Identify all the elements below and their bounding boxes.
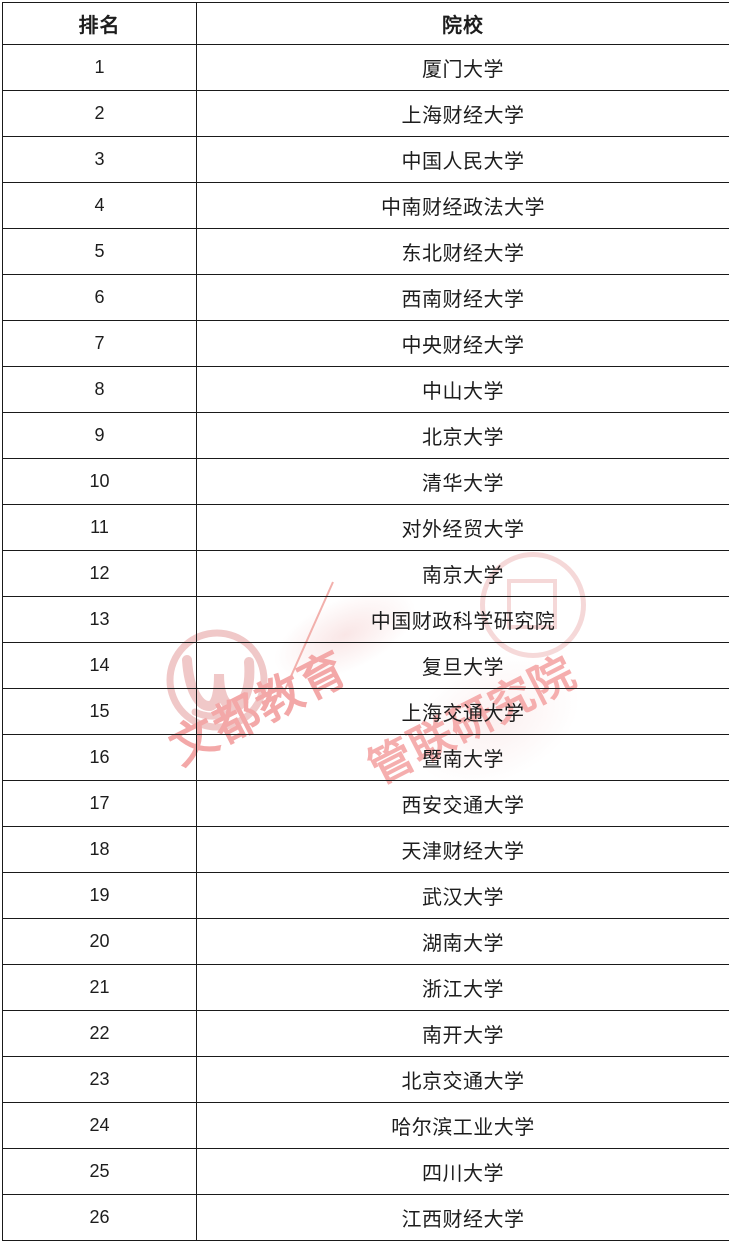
cell-institution: 中央财经大学 [196,320,729,367]
table-row: 8 中山大学 [2,366,729,413]
cell-institution: 暨南大学 [196,734,729,781]
cell-rank: 15 [2,688,197,735]
table-row: 16 暨南大学 [2,734,729,781]
cell-institution: 中国人民大学 [196,136,729,183]
table-row: 22 南开大学 [2,1010,729,1057]
cell-institution: 南开大学 [196,1010,729,1057]
cell-institution: 北京大学 [196,412,729,459]
cell-institution: 中国财政科学研究院 [196,596,729,643]
table-row: 23 北京交通大学 [2,1056,729,1103]
cell-institution: 厦门大学 [196,44,729,91]
cell-institution: 江西财经大学 [196,1194,729,1241]
cell-institution: 上海交通大学 [196,688,729,735]
table-row: 25 四川大学 [2,1148,729,1195]
cell-rank: 24 [2,1102,197,1149]
cell-rank: 23 [2,1056,197,1103]
table-row: 18 天津财经大学 [2,826,729,873]
table-row: 14 复旦大学 [2,642,729,689]
table-row: 2 上海财经大学 [2,90,729,137]
table-row: 20 湖南大学 [2,918,729,965]
cell-rank: 20 [2,918,197,965]
table-row: 15 上海交通大学 [2,688,729,735]
cell-institution: 南京大学 [196,550,729,597]
cell-rank: 6 [2,274,197,321]
cell-institution: 西安交通大学 [196,780,729,827]
cell-institution: 东北财经大学 [196,228,729,275]
table-row: 4 中南财经政法大学 [2,182,729,229]
table-row: 1 厦门大学 [2,44,729,91]
column-header-institution: 院校 [196,2,729,45]
table-row: 5 东北财经大学 [2,228,729,275]
cell-institution: 中南财经政法大学 [196,182,729,229]
table-row: 21 浙江大学 [2,964,729,1011]
table-row: 12 南京大学 [2,550,729,597]
cell-rank: 9 [2,412,197,459]
table-row: 17 西安交通大学 [2,780,729,827]
cell-rank: 5 [2,228,197,275]
cell-rank: 7 [2,320,197,367]
cell-institution: 对外经贸大学 [196,504,729,551]
cell-institution: 浙江大学 [196,964,729,1011]
table-row: 24 哈尔滨工业大学 [2,1102,729,1149]
cell-rank: 2 [2,90,197,137]
cell-institution: 中山大学 [196,366,729,413]
table-row: 6 西南财经大学 [2,274,729,321]
cell-rank: 12 [2,550,197,597]
table-body: 1 厦门大学 2 上海财经大学 3 中国人民大学 4 中南财经政法大学 5 东北财经大学 6 西南财经… [2,44,729,1241]
cell-rank: 19 [2,872,197,919]
cell-rank: 8 [2,366,197,413]
table-row: 7 中央财经大学 [2,320,729,367]
table-row: 9 北京大学 [2,412,729,459]
table-row: 3 中国人民大学 [2,136,729,183]
table-row: 11 对外经贸大学 [2,504,729,551]
cell-institution: 湖南大学 [196,918,729,965]
column-header-rank: 排名 [2,2,197,45]
cell-rank: 25 [2,1148,197,1195]
cell-rank: 3 [2,136,197,183]
cell-rank: 11 [2,504,197,551]
cell-rank: 1 [2,44,197,91]
table-row: 26 江西财经大学 [2,1194,729,1241]
cell-rank: 26 [2,1194,197,1241]
cell-institution: 清华大学 [196,458,729,505]
cell-rank: 21 [2,964,197,1011]
cell-institution: 武汉大学 [196,872,729,919]
cell-institution: 复旦大学 [196,642,729,689]
cell-rank: 17 [2,780,197,827]
header-row: 排名 院校 [2,2,729,45]
cell-rank: 16 [2,734,197,781]
cell-rank: 22 [2,1010,197,1057]
cell-rank: 10 [2,458,197,505]
table-header: 排名 院校 [2,2,729,45]
cell-rank: 4 [2,182,197,229]
table-row: 19 武汉大学 [2,872,729,919]
cell-institution: 西南财经大学 [196,274,729,321]
cell-rank: 13 [2,596,197,643]
cell-institution: 四川大学 [196,1148,729,1195]
cell-institution: 北京交通大学 [196,1056,729,1103]
table-row: 10 清华大学 [2,458,729,505]
cell-rank: 14 [2,642,197,689]
cell-institution: 天津财经大学 [196,826,729,873]
cell-institution: 哈尔滨工业大学 [196,1102,729,1149]
table-row: 13 中国财政科学研究院 [2,596,729,643]
cell-rank: 18 [2,826,197,873]
cell-institution: 上海财经大学 [196,90,729,137]
